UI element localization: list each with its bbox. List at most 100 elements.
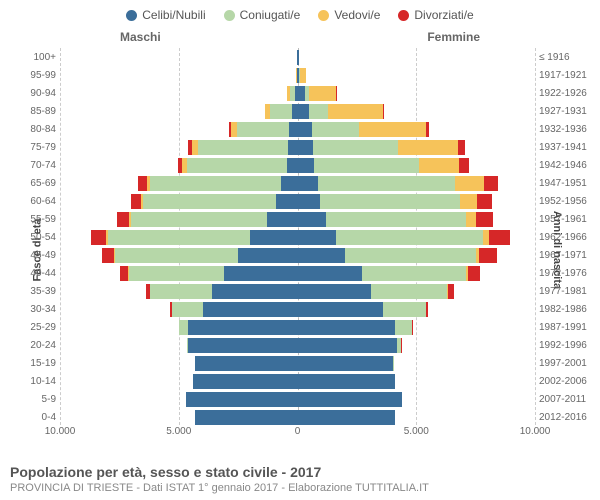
bar-segment — [395, 320, 412, 335]
age-row: 20-241992-1996 — [60, 336, 535, 354]
age-label: 35-39 — [18, 286, 56, 297]
year-label: 1937-1941 — [539, 142, 597, 153]
age-row: 100+≤ 1916 — [60, 48, 535, 66]
age-label: 30-34 — [18, 304, 56, 315]
age-label: 10-14 — [18, 376, 56, 387]
female-bar — [298, 410, 395, 425]
bar-segment — [298, 338, 398, 353]
grid-line — [535, 48, 536, 425]
bar-segment — [298, 284, 372, 299]
x-axis: 10.0005.00005.00010.000 — [60, 426, 535, 442]
bar-segment — [426, 302, 428, 317]
bar-group — [60, 104, 535, 119]
bar-segment — [186, 392, 298, 407]
female-bar — [298, 194, 493, 209]
female-bar — [298, 248, 498, 263]
age-label: 5-9 — [18, 394, 56, 405]
age-label: 80-84 — [18, 124, 56, 135]
bar-segment — [193, 374, 298, 389]
age-label: 90-94 — [18, 88, 56, 99]
age-row: 60-641952-1956 — [60, 192, 535, 210]
bar-segment — [468, 266, 480, 281]
bar-segment — [289, 122, 297, 137]
bar-segment — [326, 212, 466, 227]
bar-group — [60, 212, 535, 227]
bar-segment — [138, 176, 146, 191]
female-bar — [298, 374, 395, 389]
age-label: 15-19 — [18, 358, 56, 369]
female-bar — [298, 392, 403, 407]
male-bar — [195, 410, 297, 425]
bar-group — [60, 158, 535, 173]
legend-item: Celibi/Nubili — [126, 8, 205, 22]
female-bar — [298, 68, 306, 83]
male-bar — [179, 320, 298, 335]
chart-title: Popolazione per età, sesso e stato civil… — [10, 464, 590, 480]
legend-label: Celibi/Nubili — [142, 8, 205, 22]
bar-group — [60, 140, 535, 155]
bar-segment — [371, 284, 447, 299]
age-label: 25-29 — [18, 322, 56, 333]
bar-group — [60, 266, 535, 281]
female-bar — [298, 104, 385, 119]
bar-segment — [398, 140, 457, 155]
age-label: 40-44 — [18, 268, 56, 279]
bar-segment — [419, 158, 459, 173]
male-bar — [186, 392, 298, 407]
bar-segment — [298, 122, 312, 137]
bar-segment — [143, 194, 276, 209]
bar-segment — [198, 140, 288, 155]
bar-group — [60, 122, 535, 137]
bar-segment — [195, 410, 297, 425]
age-label: 50-54 — [18, 232, 56, 243]
year-label: 1952-1956 — [539, 196, 597, 207]
bar-group — [60, 68, 535, 83]
bar-group — [60, 50, 535, 65]
bar-group — [60, 320, 535, 335]
female-bar — [298, 176, 499, 191]
bar-segment — [298, 86, 305, 101]
x-tick: 10.000 — [520, 426, 551, 437]
bar-segment — [309, 86, 335, 101]
bar-group — [60, 248, 535, 263]
bar-group — [60, 356, 535, 371]
male-bar — [146, 284, 297, 299]
female-label: Femmine — [427, 30, 480, 44]
bar-segment — [224, 266, 298, 281]
age-row: 80-841932-1936 — [60, 120, 535, 138]
legend-swatch — [224, 10, 235, 21]
bar-segment — [237, 122, 289, 137]
bar-group — [60, 302, 535, 317]
bar-segment — [466, 212, 476, 227]
male-bar — [193, 374, 298, 389]
bar-segment — [298, 266, 362, 281]
x-tick: 0 — [295, 426, 301, 437]
year-label: ≤ 1916 — [539, 52, 597, 63]
bar-group — [60, 194, 535, 209]
male-bar — [117, 212, 297, 227]
bar-segment — [270, 104, 291, 119]
bar-segment — [276, 194, 297, 209]
bar-segment — [426, 122, 430, 137]
year-label: 1987-1991 — [539, 322, 597, 333]
female-bar — [298, 140, 465, 155]
bar-segment — [459, 158, 469, 173]
age-row: 15-191997-2001 — [60, 354, 535, 372]
bar-group — [60, 392, 535, 407]
age-label: 95-99 — [18, 70, 56, 81]
bar-segment — [129, 266, 224, 281]
bar-segment — [313, 140, 399, 155]
year-label: 1967-1971 — [539, 250, 597, 261]
bar-segment — [120, 266, 128, 281]
bar-segment — [298, 176, 318, 191]
age-label: 70-74 — [18, 160, 56, 171]
female-bar — [298, 86, 336, 101]
bar-segment — [150, 176, 281, 191]
female-bar — [298, 284, 455, 299]
bar-segment — [362, 266, 467, 281]
age-row: 75-791937-1941 — [60, 138, 535, 156]
age-label: 60-64 — [18, 196, 56, 207]
bar-segment — [131, 194, 141, 209]
bar-group — [60, 86, 535, 101]
bar-segment — [238, 248, 297, 263]
